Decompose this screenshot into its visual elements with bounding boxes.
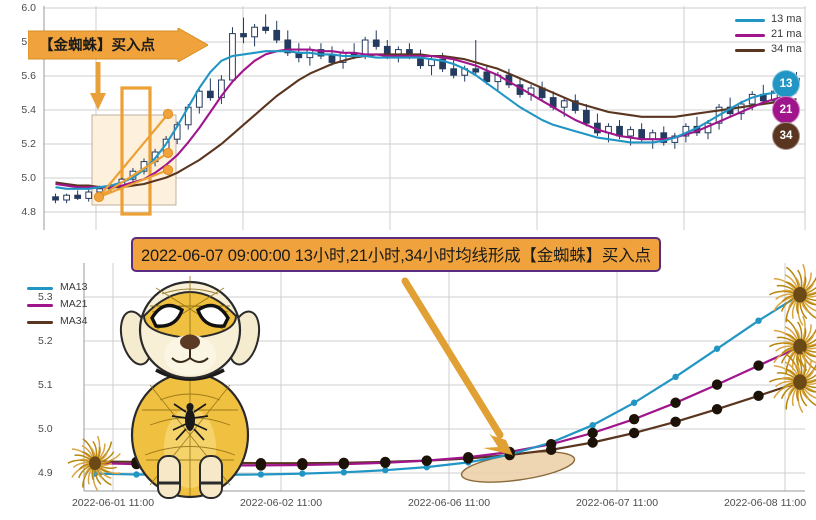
spider-markers (67, 263, 816, 491)
upper-ytick-1: 5.0 (21, 172, 36, 184)
upper-ytick-6: 6.0 (21, 2, 36, 14)
lower-xtick-3: 2022-06-07 11:00 (575, 497, 659, 509)
ma-badge-21: 21 (772, 96, 800, 124)
upper-ytick-2: 5.2 (21, 138, 36, 150)
upper-ytick-4: 5.6 (21, 70, 36, 82)
ma-badge-13: 13 (772, 70, 800, 98)
legend-swatch-34ma (735, 49, 765, 52)
lower-xtick-2: 2022-06-06 11:00 (407, 497, 491, 509)
golden-spider-legs (98, 113, 169, 199)
lower-legend-label-ma34: MA34 (60, 315, 88, 327)
ribbon-shape (27, 27, 210, 63)
ribbon-label: 【金蜘蛛】买入点 (39, 38, 155, 54)
lower-legend-swatch-ma34 (27, 321, 53, 324)
upper-candlestick-panel: 【金蜘蛛】买入点 4.8 5.0 5.2 5.4 5.6 5.8 6.0 13 … (0, 0, 816, 232)
lower-ytick-2: 5.1 (38, 379, 53, 391)
upper-chart-svg (43, 6, 806, 230)
lower-legend-swatch-ma21 (27, 304, 53, 307)
golden-spider-nodes (93, 108, 174, 203)
upper-ytick-3: 5.4 (21, 104, 36, 116)
lower-legend-label-ma21: MA21 (60, 298, 88, 310)
lower-xtick-4: 2022-06-08 11:00 (723, 497, 807, 509)
legend-label-21ma: 21 ma (771, 28, 802, 40)
legend-swatch-21ma (735, 34, 765, 37)
golden-spider-ribbon-banner: 【金蜘蛛】买入点 (27, 27, 210, 63)
legend-swatch-13ma (735, 19, 765, 22)
lower-ytick-4: 5.3 (38, 291, 53, 303)
lower-xtick-0: 2022-06-01 11:00 (71, 497, 155, 509)
legend-label-34ma: 34 ma (771, 43, 802, 55)
upper-focus-box (120, 86, 152, 216)
upper-ytick-0: 4.8 (21, 206, 36, 218)
upper-down-arrow (90, 62, 106, 110)
chart-title-banner: 2022-06-07 09:00:00 13小时,21小时,34小时均线形成【金… (131, 237, 661, 272)
spider-dog-mascot (119, 276, 261, 499)
lower-legend-label-ma13: MA13 (60, 281, 88, 293)
lower-ytick-1: 5.0 (38, 423, 53, 435)
lower-annotation-arrow (401, 277, 513, 456)
lower-xtick-1: 2022-06-02 11:00 (239, 497, 323, 509)
lower-legend-swatch-ma13 (27, 287, 53, 290)
ma-badge-34: 34 (772, 122, 800, 150)
lower-ytick-3: 5.2 (38, 335, 53, 347)
lower-ma-detail-panel: 4.9 5.0 5.1 5.2 5.3 2022-06-01 11:00 202… (0, 255, 816, 520)
ma13-line (55, 50, 797, 190)
lower-ytick-0: 4.9 (38, 467, 53, 479)
legend-label-13ma: 13 ma (771, 13, 802, 25)
